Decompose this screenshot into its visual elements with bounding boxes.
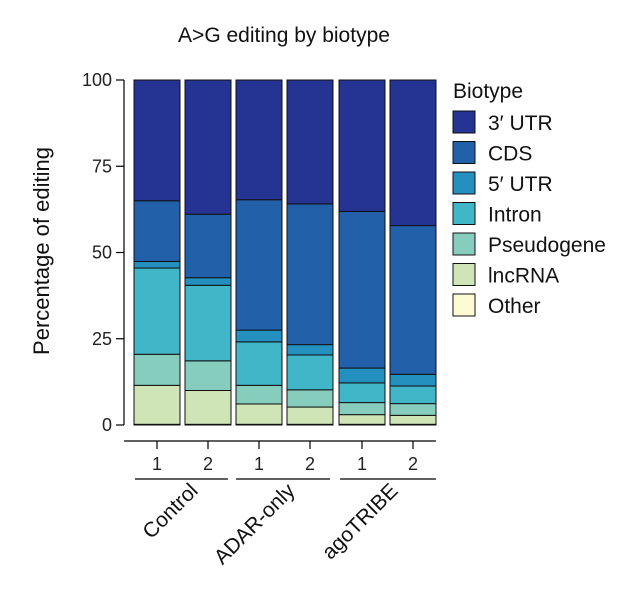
group-label: Control [138,479,202,543]
bar-segment [133,267,181,355]
group-label: ADAR-only [210,479,300,569]
legend-swatch [452,293,476,317]
legend-item: 3′ UTR [452,110,553,135]
y-tick-label: 0 [102,415,112,435]
bar-segment [235,403,283,425]
y-axis-label: Percentage of editing [29,147,54,355]
legend-item: Pseudogene [452,232,606,257]
bar-stack [286,79,334,426]
bar-segment [338,79,386,212]
bar-stack [133,79,181,426]
bar-segment [389,403,437,416]
legend-label: CDS [488,143,532,166]
legend-item: Other [452,293,541,318]
x-tick-label: 2 [408,454,418,474]
x-tick-label: 2 [305,454,315,474]
bar-stack [235,79,283,426]
legend-swatch [452,232,476,256]
chart-title: A>G editing by biotype [178,24,390,47]
bar-segment [286,406,334,425]
legend-swatch [452,263,476,286]
bar-segment [338,210,386,369]
group-label: agoTRIBE [318,479,403,564]
x-tick-label: 1 [254,454,264,474]
y-tick-label: 50 [92,243,112,263]
bar-stack [184,79,232,426]
bar-segment [389,414,437,425]
legend-item: CDS [452,141,532,166]
legend-swatch [452,141,476,164]
bar-segment [389,79,437,227]
legend-label: lncRNA [488,265,559,288]
legend-item: lncRNA [452,263,559,288]
bar-segment [184,360,232,391]
bar-segment [286,389,334,408]
bar-segment [133,384,181,425]
legend: Biotype 3′ UTR CDS 5′ UTR Intron Pseudogene l… [452,80,606,318]
bar-segment [133,353,181,386]
bar-segment [184,277,232,286]
legend-label: Pseudogene [488,234,606,257]
bar-segment [184,213,232,279]
x-tick-label: 1 [357,454,367,474]
bar-segment [133,260,181,269]
bar-segment [235,384,283,405]
bar-segment [184,390,232,425]
bar-segment [235,329,283,343]
legend-label: Other [488,295,541,318]
x-tick-label: 2 [203,454,213,474]
y-axis: 0 25 50 75 100 [82,70,125,435]
bar-stack [338,79,386,426]
y-tick-label: 75 [92,156,112,176]
bar-segment [338,402,386,416]
bar-segment [338,367,386,384]
bar-segment [133,79,181,202]
x-tick-label: 1 [152,454,162,474]
bar-segment [286,344,334,356]
bar-segment [286,79,334,205]
y-tick-label: 100 [82,70,112,90]
bar-segment [133,200,181,262]
bar-segment [235,199,283,331]
bars [133,79,437,426]
bar-segment [389,373,437,387]
bar-stack [389,79,437,426]
bar-segment [389,385,437,405]
legend-label: 5′ UTR [488,173,553,196]
legend-title: Biotype [453,80,523,103]
bar-segment [235,79,283,201]
bar-segment [338,382,386,404]
y-tick-label: 25 [92,329,112,349]
bar-segment [286,354,334,391]
bar-segment [286,203,334,346]
legend-swatch [452,110,476,134]
legend-label: Intron [488,204,542,227]
legend-swatch [452,202,476,225]
bar-segment [389,225,437,375]
bar-segment [184,284,232,362]
legend-item: Intron [452,202,542,227]
bar-segment [235,341,283,386]
legend-label: 3′ UTR [488,112,553,135]
legend-item: 5′ UTR [452,171,553,196]
bar-segment [184,79,232,215]
bar-segment [338,414,386,425]
legend-swatch [452,171,476,195]
